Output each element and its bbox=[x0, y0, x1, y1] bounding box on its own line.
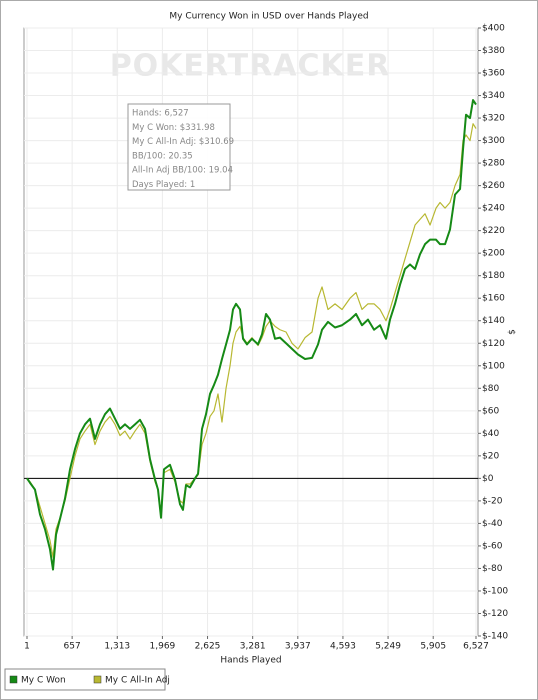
y-tick-label: $180 bbox=[482, 271, 505, 281]
x-tick-label: 5,249 bbox=[375, 642, 401, 652]
y-tick-label: $20 bbox=[482, 451, 499, 461]
x-tick-label: 3,281 bbox=[240, 642, 266, 652]
y-tick-label: $-60 bbox=[482, 541, 503, 551]
y-tick-label: $0 bbox=[482, 474, 494, 484]
y-tick-label: $-80 bbox=[482, 564, 503, 574]
x-axis-label: Hands Played bbox=[220, 656, 281, 666]
y-tick-label: $-100 bbox=[482, 586, 508, 596]
chart-title: My Currency Won in USD over Hands Played bbox=[169, 12, 368, 22]
legend-label: My C All-In Adj bbox=[105, 676, 170, 686]
y-tick-label: $240 bbox=[482, 204, 505, 214]
legend-label: My C Won bbox=[21, 676, 66, 686]
y-tick-label: $200 bbox=[482, 249, 505, 259]
y-tick-label: $340 bbox=[482, 91, 505, 101]
x-tick-label: 5,905 bbox=[420, 642, 446, 652]
tooltip-line: My C All-In Adj: $310.69 bbox=[132, 137, 234, 147]
plot-area bbox=[23, 27, 479, 637]
y-tick-label: $320 bbox=[482, 114, 505, 124]
legend-swatch bbox=[9, 675, 18, 684]
tooltip-line: All-In Adj BB/100: 19.04 bbox=[132, 166, 233, 176]
tooltip-line: My C Won: $331.98 bbox=[132, 123, 215, 133]
y-tick-label: $80 bbox=[482, 384, 499, 394]
y-tick-label: $380 bbox=[482, 46, 505, 56]
y-tick-label: $60 bbox=[482, 406, 499, 416]
y-tick-label: $120 bbox=[482, 339, 505, 349]
tooltip-line: Hands: 6,527 bbox=[132, 109, 189, 119]
y-tick-label: $300 bbox=[482, 136, 505, 146]
y-tick-label: $-20 bbox=[482, 496, 503, 506]
y-tick-label: $160 bbox=[482, 294, 505, 304]
tooltip-line: Days Played: 1 bbox=[132, 180, 195, 190]
x-tick-label: 1,313 bbox=[104, 642, 130, 652]
x-tick-label: 1,969 bbox=[150, 642, 176, 652]
tooltip-line: BB/100: 20.35 bbox=[132, 151, 193, 161]
y-tick-label: $400 bbox=[482, 24, 505, 34]
y-tick-label: $-40 bbox=[482, 519, 503, 529]
series-line bbox=[26, 99, 477, 571]
y-tick-label: $140 bbox=[482, 316, 505, 326]
y-axis-label: $ bbox=[508, 329, 518, 335]
y-tick-label: $360 bbox=[482, 69, 505, 79]
x-tick-label: 4,593 bbox=[330, 642, 356, 652]
y-tick-label: $40 bbox=[482, 429, 499, 439]
x-tick-label: 3,937 bbox=[285, 642, 311, 652]
legend-box bbox=[4, 668, 166, 691]
legend-swatch bbox=[93, 675, 102, 684]
watermark: POKERTRACKER bbox=[110, 49, 391, 84]
series-line bbox=[26, 123, 477, 558]
y-tick-label: $100 bbox=[482, 361, 505, 371]
tooltip-box bbox=[127, 103, 231, 191]
x-tick-label: 1 bbox=[24, 642, 30, 652]
y-tick-label: $280 bbox=[482, 159, 505, 169]
y-tick-label: $-140 bbox=[482, 632, 508, 642]
x-tick-label: 6,527 bbox=[463, 642, 489, 652]
y-tick-label: $260 bbox=[482, 181, 505, 191]
x-tick-label: 657 bbox=[64, 642, 81, 652]
y-tick-label: $220 bbox=[482, 226, 505, 236]
x-tick-label: 2,625 bbox=[195, 642, 221, 652]
y-tick-label: $-120 bbox=[482, 609, 508, 619]
